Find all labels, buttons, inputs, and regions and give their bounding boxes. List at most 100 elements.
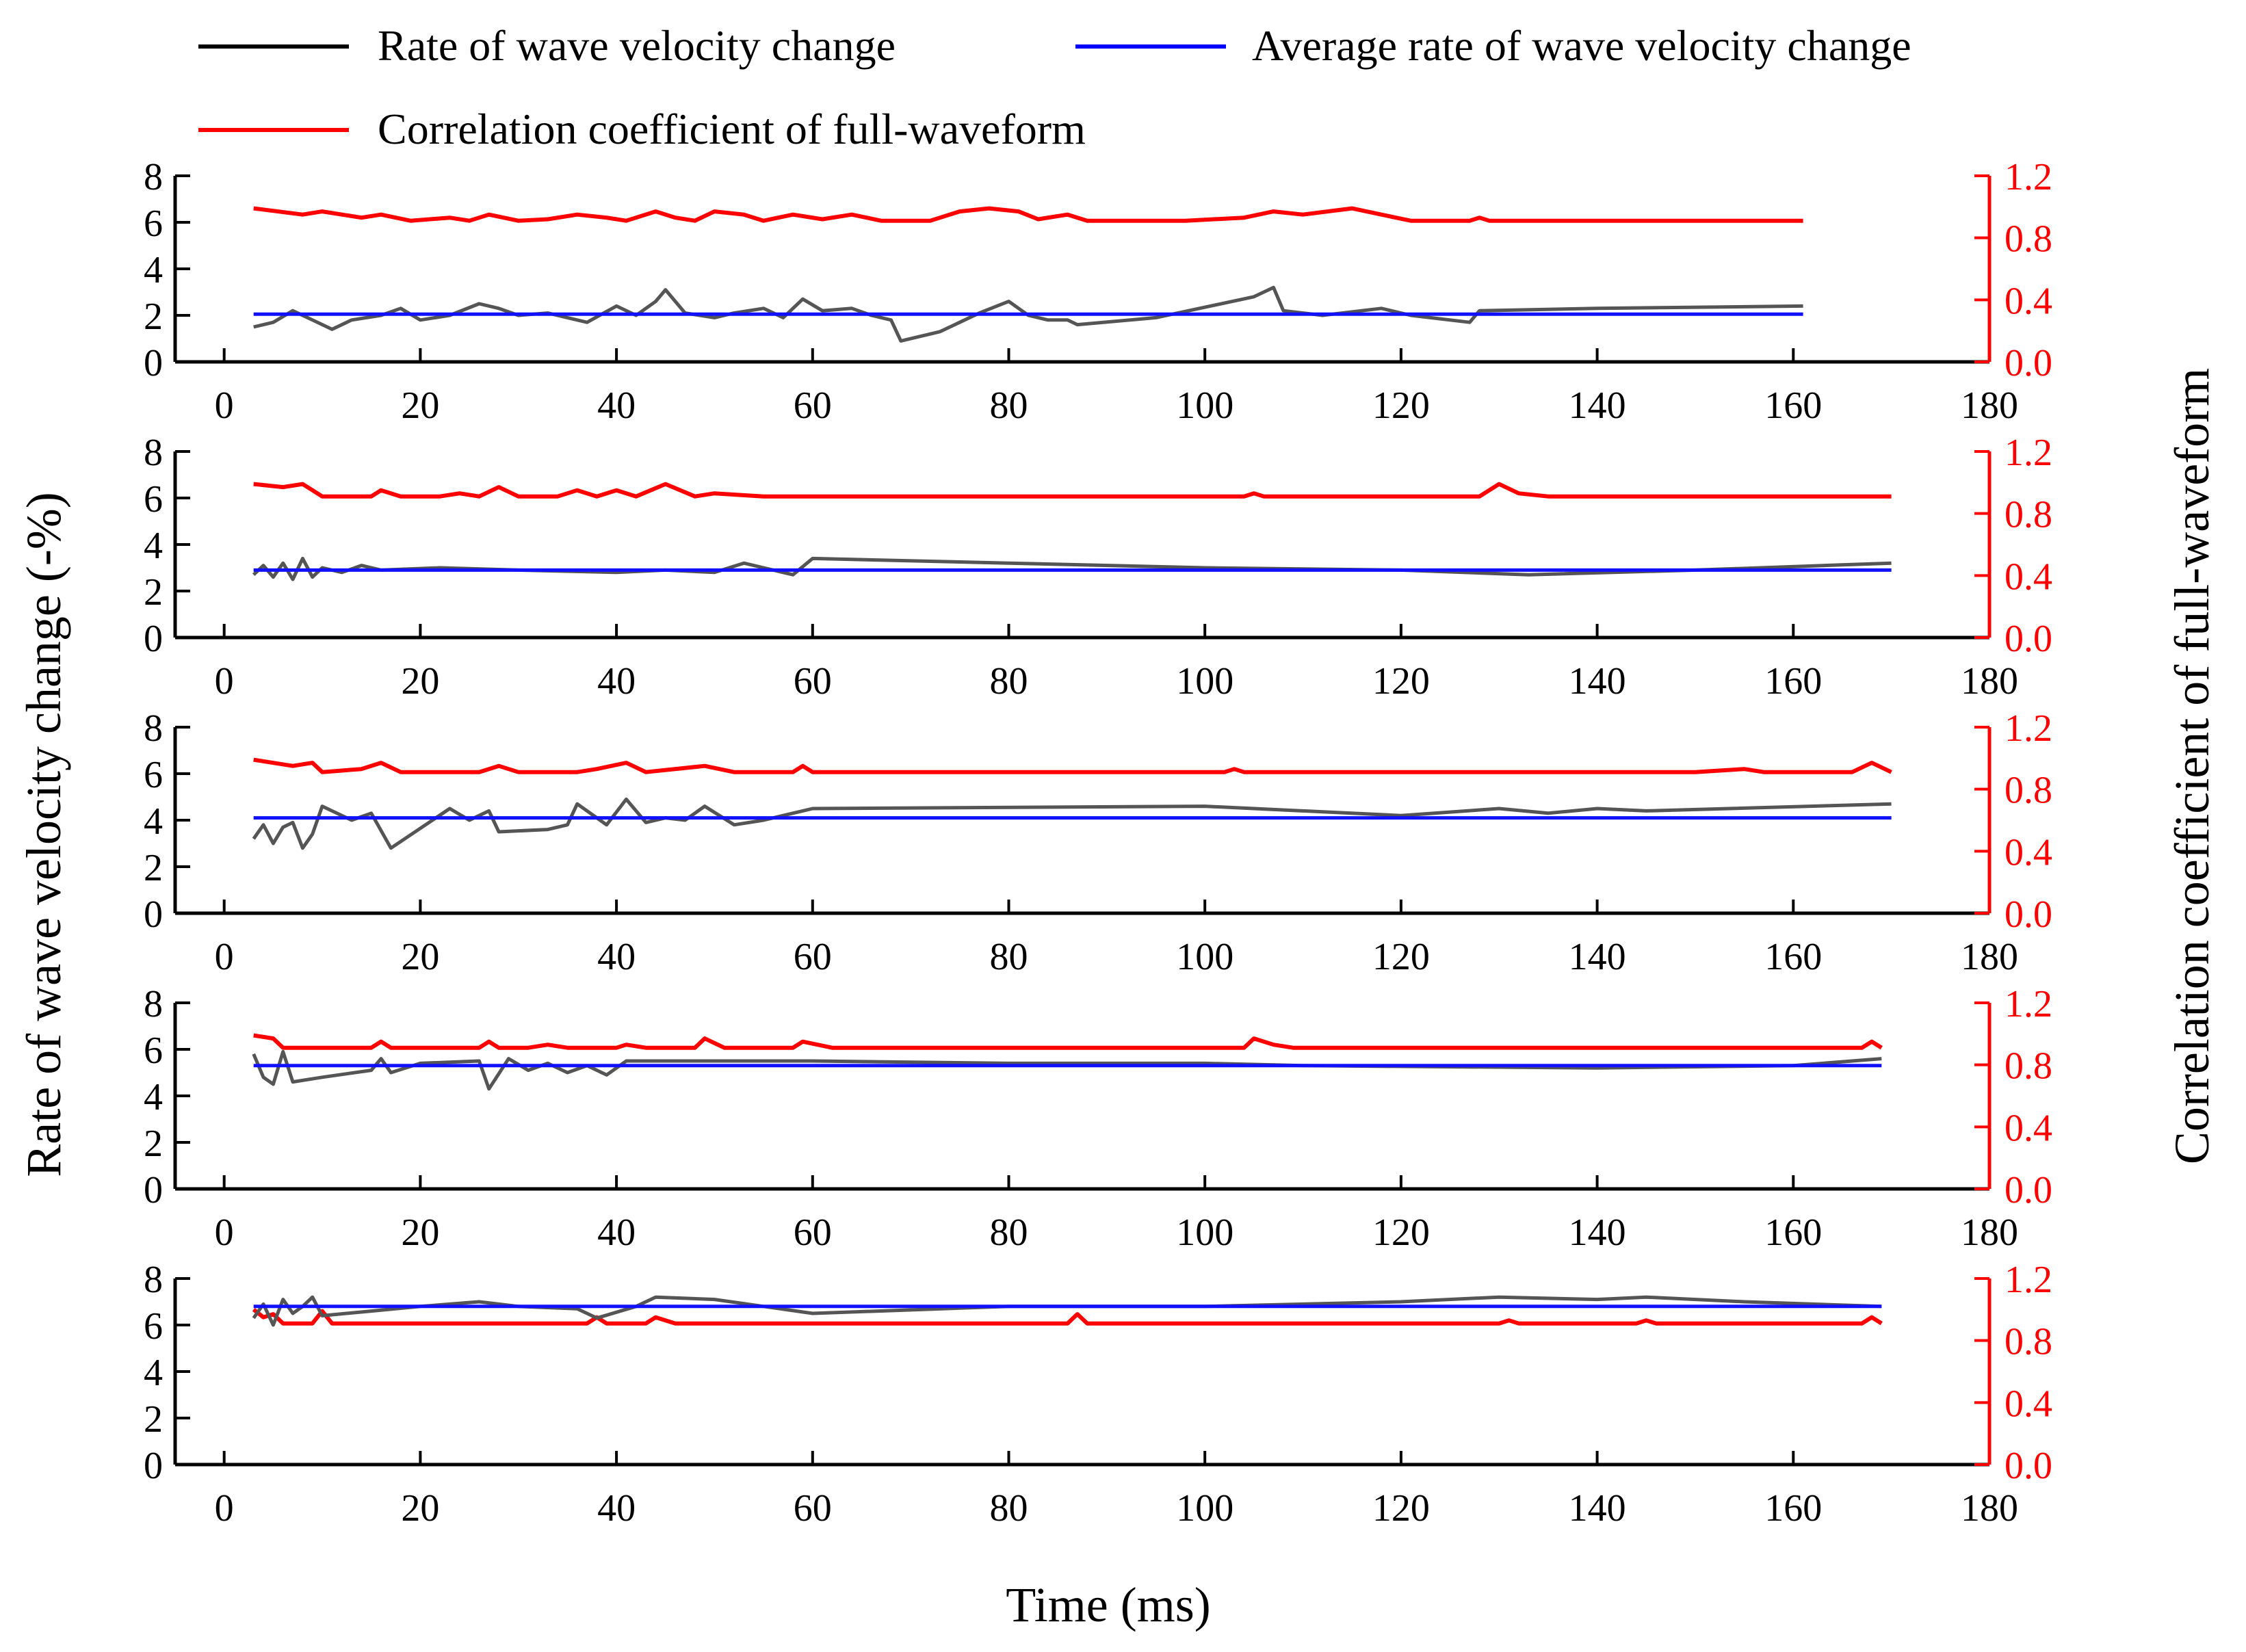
x-tick-label: 160 [1764, 1211, 1822, 1254]
left-tick-label: 4 [144, 525, 163, 567]
x-tick-label: 180 [1961, 1487, 2018, 1530]
right-tick-label: 0.0 [2005, 1445, 2052, 1487]
x-tick-label: 0 [215, 660, 234, 703]
right-tick-label: 0.0 [2005, 342, 2052, 384]
left-tick-label: 6 [144, 754, 163, 796]
y-axis-title-right: Correlation coefficient of full-waveform [2165, 368, 2219, 1164]
x-tick-label: 100 [1176, 660, 1233, 703]
x-tick-label: 20 [401, 936, 439, 978]
x-tick-label: 100 [1176, 1487, 1233, 1530]
left-tick-label: 0 [144, 618, 163, 660]
rate-series-line [252, 797, 1892, 850]
x-tick-label: 80 [989, 660, 1028, 703]
right-tick-label: 1.2 [2005, 1259, 2052, 1301]
x-tick-label: 80 [989, 1211, 1028, 1254]
x-tick-label: 60 [794, 1487, 832, 1530]
right-tick-label: 0.8 [2005, 1321, 2052, 1363]
x-tick-label: 120 [1372, 660, 1430, 703]
legend-label-correlation: Correlation coefficient of full-waveform [378, 105, 1086, 153]
x-tick-label: 180 [1961, 660, 2018, 703]
correlation-series-line [252, 1307, 1883, 1326]
rate-series-line [253, 285, 1803, 343]
right-tick-label: 1.2 [2005, 156, 2052, 198]
left-tick-label: 4 [144, 1076, 163, 1118]
legend-label-rate: Rate of wave velocity change [378, 21, 896, 70]
x-tick-label: 80 [989, 1487, 1028, 1530]
x-tick-label: 80 [989, 384, 1028, 427]
legend: Rate of wave velocity change Average rat… [198, 21, 1911, 153]
right-tick-label: 1.2 [2005, 707, 2052, 750]
x-tick-label: 120 [1372, 1487, 1430, 1530]
x-axis-title: Time (ms) [1006, 1577, 1210, 1632]
x-tick-label: 0 [215, 1211, 234, 1254]
correlation-series-line [253, 482, 1892, 499]
rate-series-line [252, 1295, 1882, 1327]
x-tick-label: 100 [1176, 936, 1233, 978]
left-tick-label: 6 [144, 1030, 163, 1072]
x-tick-label: 60 [794, 936, 832, 978]
x-tick-label: 20 [401, 1487, 439, 1530]
correlation-series-line [253, 1033, 1883, 1050]
correlation-series-line [253, 757, 1892, 774]
left-tick-label: 8 [144, 1259, 163, 1301]
right-tick-label: 0.4 [2005, 1107, 2052, 1149]
left-tick-label: 6 [144, 478, 163, 521]
right-tick-label: 0.8 [2005, 770, 2052, 812]
x-tick-label: 160 [1764, 660, 1822, 703]
x-tick-label: 100 [1176, 1211, 1233, 1254]
left-tick-label: 6 [144, 1305, 163, 1348]
x-tick-label: 160 [1764, 936, 1822, 978]
left-tick-label: 6 [144, 202, 163, 245]
left-tick-label: 4 [144, 249, 163, 291]
x-tick-label: 140 [1569, 660, 1626, 703]
right-tick-label: 0.0 [2005, 893, 2052, 936]
x-tick-label: 20 [401, 660, 439, 703]
left-tick-label: 0 [144, 1169, 163, 1211]
x-tick-label: 0 [215, 936, 234, 978]
x-tick-label: 140 [1569, 936, 1626, 978]
x-tick-label: 100 [1176, 384, 1233, 427]
right-tick-label: 0.4 [2005, 555, 2052, 598]
left-tick-label: 4 [144, 1352, 163, 1394]
x-tick-label: 80 [989, 936, 1028, 978]
right-tick-label: 0.8 [2005, 494, 2052, 536]
x-tick-label: 40 [597, 936, 636, 978]
x-tick-label: 40 [597, 1211, 636, 1254]
right-tick-label: 1.2 [2005, 983, 2052, 1025]
legend-label-average: Average rate of wave velocity change [1252, 21, 1911, 70]
x-tick-label: 40 [597, 660, 636, 703]
right-tick-label: 0.0 [2005, 618, 2052, 660]
x-tick-label: 60 [794, 384, 832, 427]
rate-series-line [252, 1049, 1882, 1091]
correlation-series-line [253, 206, 1803, 223]
x-tick-label: 160 [1764, 1487, 1822, 1530]
x-tick-label: 140 [1569, 384, 1626, 427]
x-tick-label: 40 [597, 384, 636, 427]
left-tick-label: 0 [144, 342, 163, 384]
x-tick-label: 180 [1961, 1211, 2018, 1254]
left-tick-label: 8 [144, 983, 163, 1025]
x-tick-label: 180 [1961, 384, 2018, 427]
left-tick-label: 2 [144, 847, 163, 889]
right-tick-label: 0.0 [2005, 1169, 2052, 1211]
x-tick-label: 120 [1372, 384, 1430, 427]
y-axis-title-left: Rate of wave velocity change (-%) [16, 492, 71, 1177]
x-tick-label: 160 [1764, 384, 1822, 427]
x-tick-label: 0 [215, 1487, 234, 1530]
x-tick-label: 180 [1961, 936, 2018, 978]
x-tick-label: 20 [401, 1211, 439, 1254]
x-tick-label: 40 [597, 1487, 636, 1530]
left-tick-label: 4 [144, 800, 163, 843]
left-tick-label: 2 [144, 1398, 163, 1441]
right-tick-label: 0.8 [2005, 1045, 2052, 1088]
left-tick-label: 2 [144, 296, 163, 338]
right-tick-label: 0.4 [2005, 280, 2052, 322]
left-tick-label: 8 [144, 432, 163, 474]
x-tick-label: 20 [401, 384, 439, 427]
